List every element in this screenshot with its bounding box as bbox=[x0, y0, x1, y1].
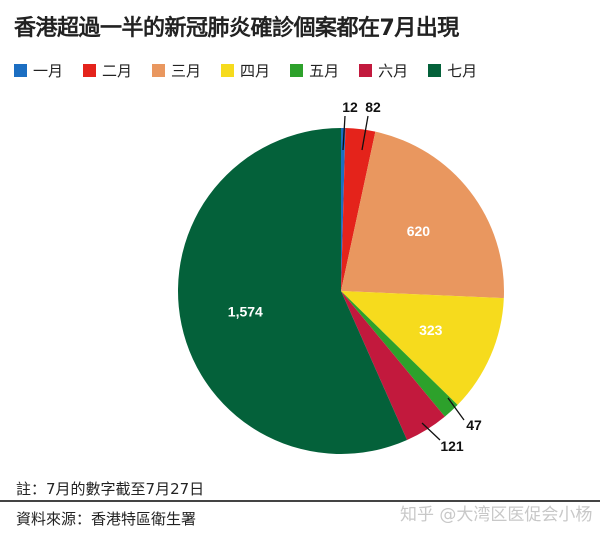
legend-label: 一月 bbox=[33, 62, 64, 80]
legend-item: 二月 bbox=[83, 60, 132, 81]
legend-item: 一月 bbox=[14, 60, 63, 81]
legend-swatch bbox=[83, 64, 97, 77]
legend-swatch bbox=[359, 64, 373, 77]
data-label: 620 bbox=[407, 223, 431, 239]
data-label: 121 bbox=[440, 438, 464, 454]
source-note: 資料來源：香港特區衛生署 bbox=[16, 510, 197, 528]
legend-swatch bbox=[428, 64, 442, 77]
legend-swatch bbox=[221, 64, 235, 77]
data-label: 1,574 bbox=[228, 303, 263, 319]
legend-label: 四月 bbox=[240, 62, 271, 80]
pie-slice-4 bbox=[341, 291, 504, 405]
legend-item: 六月 bbox=[359, 60, 408, 81]
legend-label: 六月 bbox=[378, 62, 409, 80]
data-label: 323 bbox=[419, 322, 443, 338]
footnote: 註：7月的數字截至7月27日 bbox=[16, 480, 205, 498]
pie-slice-6 bbox=[341, 291, 445, 441]
legend-label: 七月 bbox=[447, 62, 478, 80]
legend-swatch bbox=[290, 64, 304, 77]
leader-line bbox=[342, 115, 346, 151]
divider bbox=[0, 500, 600, 502]
watermark: 知乎 @大湾区医促会小杨 bbox=[400, 505, 593, 525]
legend-item: 七月 bbox=[428, 60, 477, 81]
legend-item: 五月 bbox=[290, 60, 339, 81]
data-label: 47 bbox=[466, 417, 482, 433]
data-label: 12 bbox=[342, 99, 358, 115]
pie-slice-1 bbox=[341, 128, 346, 291]
leader-line bbox=[361, 115, 369, 151]
legend-label: 二月 bbox=[102, 62, 133, 80]
pie-slice-3 bbox=[341, 131, 504, 299]
pie-slice-5 bbox=[341, 291, 458, 417]
legend-label: 三月 bbox=[171, 62, 202, 80]
chart-title: 香港超過一半的新冠肺炎確診個案都在7月出現 bbox=[14, 16, 459, 41]
legend-swatch bbox=[152, 64, 166, 77]
legend-swatch bbox=[14, 64, 27, 77]
legend-item: 三月 bbox=[152, 60, 201, 81]
pie-slice-7 bbox=[177, 128, 408, 454]
data-label: 82 bbox=[365, 99, 381, 115]
pie-slice-2 bbox=[341, 128, 376, 291]
legend-item: 四月 bbox=[221, 60, 270, 81]
leader-line bbox=[447, 397, 465, 421]
leader-line bbox=[421, 422, 441, 441]
legend: 一月 二月 三月 四月 五月 六月 七月 bbox=[14, 60, 497, 81]
legend-label: 五月 bbox=[309, 62, 340, 80]
